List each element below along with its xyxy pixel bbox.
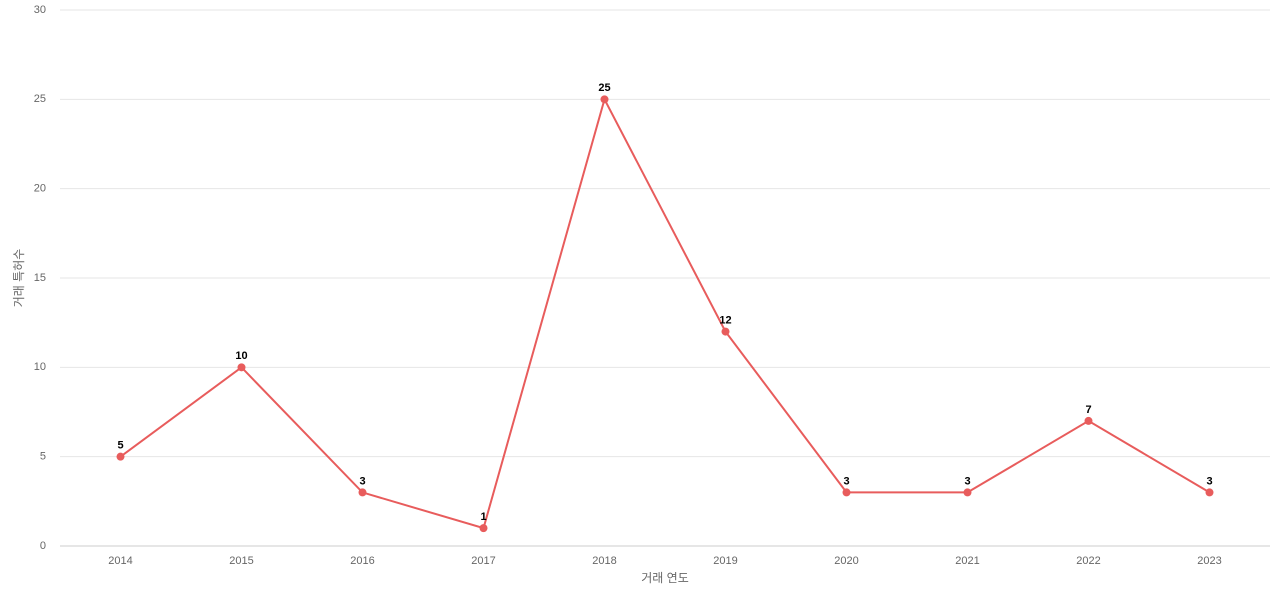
x-tick-label: 2019 [713,555,737,567]
y-tick-label: 0 [40,540,46,552]
x-tick-label: 2018 [592,555,616,567]
data-label: 3 [1206,475,1212,487]
data-label: 5 [117,440,123,452]
point [963,488,972,497]
data-label: 3 [359,475,365,487]
x-tick-label: 2016 [350,555,374,567]
point [116,452,125,461]
point [600,95,609,104]
data-label: 1 [480,511,486,523]
point [1205,488,1214,497]
y-axis-label: 거래 특허수 [12,249,26,308]
data-label: 10 [235,350,247,362]
data-label: 12 [719,315,731,327]
point [842,488,851,497]
y-tick-label: 15 [34,272,46,284]
line [119,96,1211,530]
y-tick-label: 25 [34,93,46,105]
x-tick-label: 2014 [108,555,132,567]
y-tick-label: 5 [40,451,46,463]
point [237,363,246,372]
x-tick-label: 2021 [955,555,979,567]
x-tick-label: 2020 [834,555,858,567]
point [1084,416,1093,425]
point [721,327,730,336]
y-tick-label: 30 [34,4,46,16]
point [358,488,367,497]
data-label: 3 [843,475,849,487]
x-tick-label: 2022 [1076,555,1100,567]
data-label: 3 [964,475,970,487]
point [479,524,488,533]
x-tick-label: 2023 [1197,555,1221,567]
y-tick-label: 10 [34,361,46,373]
data-label: 25 [598,82,610,94]
x-tick-label: 2015 [229,555,253,567]
x-tick-label: 2017 [471,555,495,567]
y-tick-label: 20 [34,183,46,195]
data-label: 7 [1085,404,1091,416]
x-axis-label: 거래 연도 [641,571,689,585]
